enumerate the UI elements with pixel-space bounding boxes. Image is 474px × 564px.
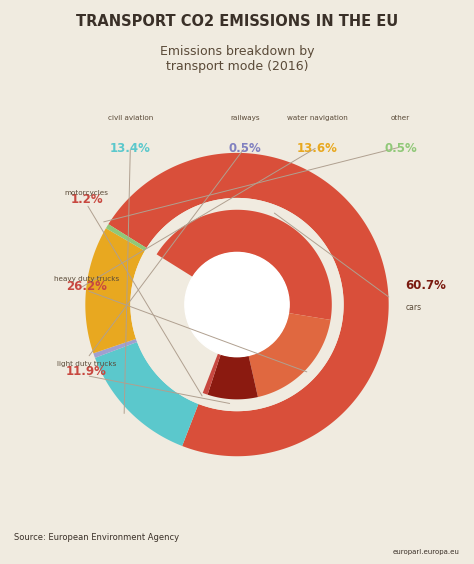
Text: other: other (391, 115, 410, 121)
Polygon shape (95, 342, 199, 446)
Text: motorcycles: motorcycles (64, 190, 109, 196)
Text: europarl.europa.eu: europarl.europa.eu (393, 549, 460, 555)
Text: 0.5%: 0.5% (229, 142, 262, 155)
Text: 60.7%: 60.7% (405, 279, 446, 292)
Text: 26.2%: 26.2% (66, 280, 107, 293)
Text: 13.6%: 13.6% (297, 142, 338, 155)
Text: water navigation: water navigation (287, 115, 348, 121)
Text: cars: cars (405, 303, 421, 312)
Polygon shape (106, 224, 146, 251)
Text: railways: railways (230, 115, 260, 121)
Text: civil aviation: civil aviation (108, 115, 153, 121)
Text: 0.5%: 0.5% (384, 142, 417, 155)
Polygon shape (156, 210, 332, 320)
Text: 1.2%: 1.2% (70, 193, 103, 206)
Text: TRANSPORT CO2 EMISSIONS IN THE EU: TRANSPORT CO2 EMISSIONS IN THE EU (76, 14, 398, 29)
Text: road transportation: road transportation (200, 314, 274, 323)
Text: 72%: 72% (207, 281, 267, 305)
Text: heavy duty trucks: heavy duty trucks (54, 276, 119, 282)
Text: Emissions breakdown by
transport mode (2016): Emissions breakdown by transport mode (2… (160, 45, 314, 73)
Polygon shape (208, 354, 258, 399)
Text: Source: European Environment Agency: Source: European Environment Agency (14, 533, 179, 542)
Circle shape (185, 253, 289, 356)
Text: 13.4%: 13.4% (110, 142, 151, 155)
Polygon shape (130, 198, 344, 411)
Text: light duty trucks: light duty trucks (57, 362, 116, 367)
Polygon shape (248, 313, 330, 397)
Polygon shape (203, 353, 221, 395)
Text: 11.9%: 11.9% (66, 365, 107, 378)
Polygon shape (85, 228, 145, 353)
Polygon shape (109, 153, 389, 456)
Polygon shape (93, 339, 137, 358)
